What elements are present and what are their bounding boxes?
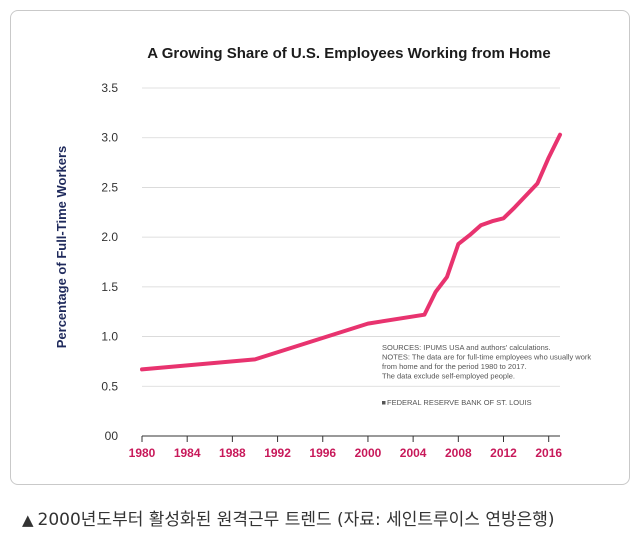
source-marker <box>382 401 386 405</box>
y-tick-label: 00 <box>105 429 119 443</box>
caption-text: 2000년도부터 활성화된 원격근무 트렌드 (자료: 세인트루이스 연방은행) <box>37 510 555 530</box>
x-tick-label: 1988 <box>219 446 246 460</box>
x-tick-label: 2012 <box>490 446 517 460</box>
x-tick-label: 2016 <box>535 446 562 460</box>
y-axis-label: Percentage of Full-Time Workers <box>54 146 69 349</box>
chart: A Growing Share of U.S. Employees Workin… <box>54 45 591 460</box>
y-tick-label: 3.0 <box>101 131 118 145</box>
y-axis-ticks: 00 0.5 1.0 1.5 2.0 2.5 3.0 3.5 <box>101 81 118 443</box>
y-tick-label: 2.0 <box>101 230 118 244</box>
note-line: The data exclude self-employed people. <box>382 372 515 381</box>
note-line: NOTES: The data are for full-time employ… <box>382 353 591 362</box>
y-tick-label: 3.5 <box>101 81 118 95</box>
y-tick-label: 0.5 <box>101 379 118 393</box>
x-tick-label: 2008 <box>445 446 472 460</box>
note-line: from home and for the period 1980 to 201… <box>382 362 527 371</box>
chart-notes: SOURCES: IPUMS USA and authors' calculat… <box>382 343 591 381</box>
x-tick-label: 1992 <box>264 446 291 460</box>
source-label: FEDERAL RESERVE BANK OF ST. LOUIS <box>387 398 532 407</box>
chart-card <box>10 10 630 485</box>
grid <box>142 87 560 437</box>
series-line <box>140 132 562 372</box>
note-line: SOURCES: IPUMS USA and authors' calculat… <box>382 343 551 352</box>
x-tick-label: 2004 <box>400 446 427 460</box>
x-tick-label: 2000 <box>355 446 382 460</box>
x-axis-ticks: 1980 1984 1988 1992 1996 2000 2004 2008 2012 2016 <box>129 436 562 460</box>
y-tick-label: 1.0 <box>101 330 118 344</box>
y-tick-label: 1.5 <box>101 280 118 294</box>
x-tick-label: 1996 <box>309 446 336 460</box>
chart-title: A Growing Share of U.S. Employees Workin… <box>147 45 550 62</box>
series-group <box>140 132 562 372</box>
y-tick-label: 2.5 <box>101 180 118 194</box>
x-tick-label: 1980 <box>129 446 156 460</box>
figure-caption: ▲ 2000년도부터 활성화된 원격근무 트렌드 (자료: 세인트루이스 연방은행… <box>22 505 622 530</box>
triangle-up-icon: ▲ <box>22 511 34 529</box>
x-tick-label: 1984 <box>174 446 201 460</box>
